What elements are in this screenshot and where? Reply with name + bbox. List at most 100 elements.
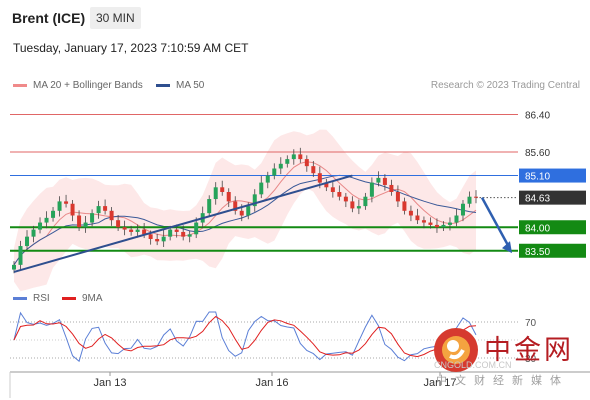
candle-body [402, 201, 407, 211]
cngold-logo-icon [434, 328, 478, 372]
level-label-box [519, 243, 586, 258]
candle-body [18, 246, 23, 265]
level-label: 84.63 [525, 194, 550, 205]
candle-body [155, 239, 160, 242]
candle-body [350, 201, 355, 209]
level-label: 84.00 [525, 223, 550, 234]
instrument-title: Brent (ICE) [12, 10, 86, 26]
candle-body [31, 229, 36, 237]
candle-body [161, 236, 166, 242]
watermark-tagline: 中文财经新媒体 [436, 374, 569, 387]
candle-body [428, 222, 433, 225]
candle-body [246, 206, 251, 216]
candle-body [376, 177, 381, 183]
level-label-box [519, 168, 586, 183]
candle-body [51, 210, 56, 218]
candle-body [194, 222, 199, 235]
level-label: 85.60 [525, 148, 550, 159]
candle-body [96, 206, 101, 214]
ma50-swatch-icon [156, 83, 170, 87]
research-credit: Research © 2023 Trading Central [430, 80, 580, 91]
watermark-name: 中金网 [484, 335, 574, 366]
candle-body [272, 168, 277, 176]
candle-body [233, 201, 238, 211]
trendline [13, 174, 353, 273]
level-83.50: 83.50 [10, 243, 586, 258]
candle-body [311, 166, 316, 174]
candle-body [421, 220, 426, 223]
candle-body [324, 182, 329, 188]
candle-body [187, 234, 192, 237]
candle-body [363, 196, 368, 207]
bollinger-swatch-icon [13, 83, 27, 87]
level-label-box [519, 190, 586, 205]
rsi-line [13, 311, 477, 363]
legend-item-rsi: RSI [13, 293, 50, 304]
level-85.10: 85.10 [10, 168, 586, 183]
candle-body [447, 222, 452, 225]
candle-body [317, 173, 322, 183]
candle-body [434, 224, 439, 228]
candle-body [395, 192, 400, 202]
x-tick-label: Jan 13 [93, 377, 126, 389]
level-86.40: 86.40 [10, 110, 550, 121]
candle-body [252, 194, 257, 207]
rsi-30-label: 30 [525, 354, 537, 365]
candle-body [265, 175, 270, 183]
watermark-url: CNGOLD.COM.CN [434, 360, 512, 370]
level-label: 85.10 [525, 172, 550, 183]
legend-item-bollinger: MA 20 + Bollinger Bands [13, 80, 143, 91]
candle-body [38, 222, 43, 230]
legend-item-ma50: MA 50 [156, 80, 204, 91]
candle-body [460, 203, 465, 216]
candle-body [239, 210, 244, 216]
candle-body [129, 229, 134, 232]
candle-body [330, 187, 335, 192]
candle-body [174, 229, 179, 232]
candle-body [220, 187, 225, 192]
candle-body [116, 220, 121, 228]
rsi-70-label: 70 [525, 318, 537, 329]
rsi-swatch-icon [13, 296, 27, 300]
candle-body [285, 159, 290, 164]
candle-body [408, 210, 413, 216]
candle-body [57, 201, 62, 211]
candle-body [298, 154, 303, 160]
x-tick-label: Jan 17 [423, 377, 456, 389]
candle-body [415, 215, 420, 221]
candle-body [291, 154, 296, 160]
candle-body [77, 215, 82, 228]
candle-body [389, 184, 394, 192]
forecast-arrow-line [480, 197, 511, 248]
level-label: 86.40 [525, 110, 550, 121]
candle-body [142, 229, 147, 235]
candle-body [25, 236, 30, 247]
chart-datetime: Tuesday, January 17, 2023 7:10:59 AM CET [13, 41, 249, 55]
candle-body [474, 196, 478, 198]
level-84.63: 84.63 [476, 190, 586, 205]
candle-body [259, 182, 264, 195]
candle-body [103, 206, 108, 211]
candle-body [278, 163, 283, 169]
candle-body [369, 182, 374, 197]
forecast-arrow-icon [502, 241, 512, 254]
candle-body [148, 234, 153, 239]
candle-body [64, 201, 69, 204]
candle-body [12, 264, 16, 270]
candle-body [304, 159, 309, 167]
candle-body [467, 196, 472, 204]
timeframe-badge[interactable]: 30 MIN [90, 7, 141, 29]
candle-body [382, 177, 387, 185]
level-85.60: 85.60 [10, 148, 550, 159]
candle-body [70, 203, 75, 216]
candle-body [83, 222, 88, 228]
candle-body [337, 192, 342, 197]
candle-body [44, 217, 49, 223]
candle-body [226, 192, 231, 202]
candle-body [207, 199, 212, 214]
level-label-box [519, 220, 586, 235]
9ma-swatch-icon [62, 296, 76, 300]
candle-body [135, 229, 140, 232]
candle-body [356, 206, 361, 209]
